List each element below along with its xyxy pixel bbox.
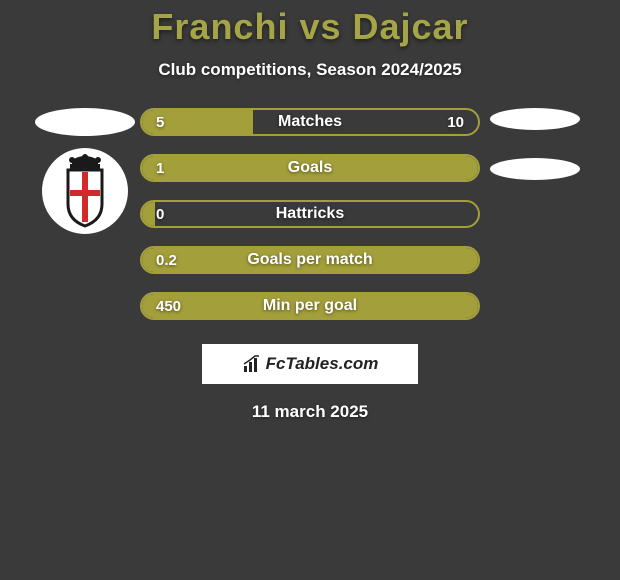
stat-row-goals: 1Goals [140, 154, 480, 182]
chart-icon [242, 354, 262, 374]
brand-text: FcTables.com [266, 354, 379, 374]
date-line: 11 march 2025 [0, 402, 620, 422]
subtitle: Club competitions, Season 2024/2025 [0, 60, 620, 80]
avatar-placeholder-left [35, 108, 135, 136]
page-title: Franchi vs Dajcar [0, 0, 620, 48]
stat-label: Matches [142, 113, 478, 131]
stat-label: Hattricks [142, 205, 478, 223]
stat-row-min-per-goal: 450Min per goal [140, 292, 480, 320]
club-crest-left [42, 148, 128, 234]
stat-right-value: 10 [447, 114, 464, 131]
right-column [480, 108, 590, 180]
brand-banner[interactable]: FcTables.com [202, 344, 418, 384]
stat-label: Min per goal [142, 297, 478, 315]
stat-label: Goals per match [142, 251, 478, 269]
left-column [30, 108, 140, 234]
stat-row-hattricks: 0Hattricks [140, 200, 480, 228]
stat-row-goals-per-match: 0.2Goals per match [140, 246, 480, 274]
avatar-placeholder-right-2 [490, 158, 580, 180]
stat-row-matches: 5Matches10 [140, 108, 480, 136]
crest-icon [42, 148, 128, 234]
avatar-placeholder-right-1 [490, 108, 580, 130]
stat-label: Goals [142, 159, 478, 177]
content-area: 5Matches10 1Goals 0Hattricks 0.2Goals per m… [0, 108, 620, 320]
comparison-bars: 5Matches10 1Goals 0Hattricks 0.2Goals per m… [140, 108, 480, 320]
